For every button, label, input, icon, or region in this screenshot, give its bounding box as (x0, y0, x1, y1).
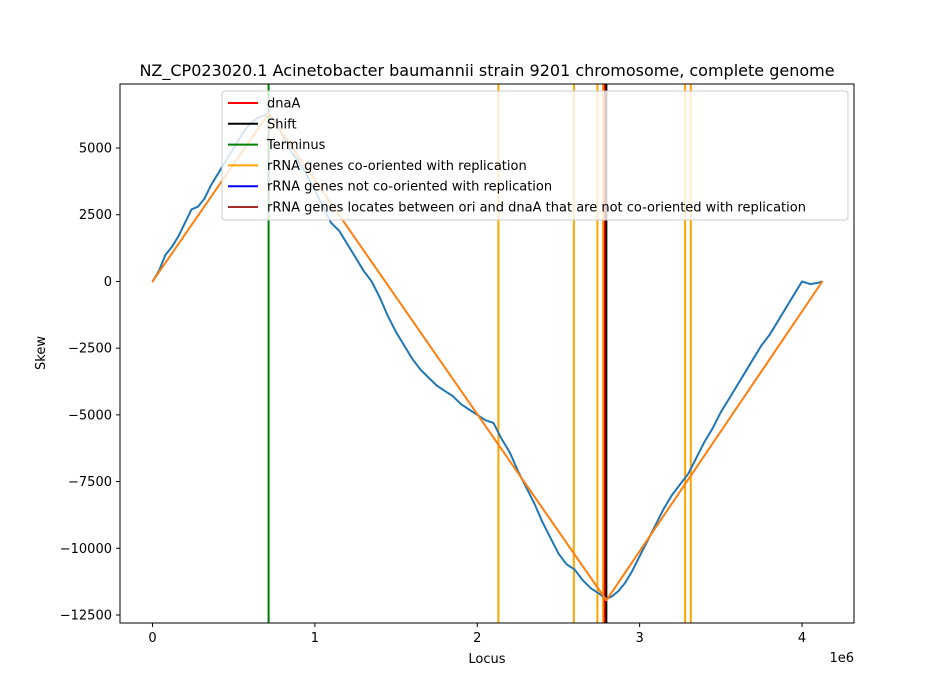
legend: dnaA Shift Terminus rRNA genes co-oriented … (221, 90, 849, 221)
y-tick-label-3: −2500 (68, 342, 112, 357)
data-point-s0-51 (533, 502, 535, 504)
data-point-s0-8 (203, 197, 206, 200)
data-point-s0-83 (785, 307, 787, 309)
data-point-s0-71 (687, 472, 690, 475)
data-point-s0-72 (695, 456, 698, 459)
data-point-s0-2 (164, 254, 167, 256)
y-tick-label-4: −5000 (68, 408, 112, 423)
data-point-s0-79 (752, 358, 755, 360)
legend-label-2: Terminus (266, 138, 326, 153)
data-point-s0-61 (611, 595, 613, 598)
data-point-s0-27 (338, 230, 341, 232)
data-point-s0-59 (598, 592, 600, 595)
data-point-s0-37 (419, 368, 422, 371)
data-point-s0-5 (184, 222, 186, 224)
y-axis: 5000 2500 0 −2500 −5000 −7500 −10000 −12500 (60, 142, 120, 623)
data-point-s0-47 (500, 438, 503, 440)
data-point-s0-68 (663, 507, 665, 510)
data-point-s0-70 (679, 483, 681, 486)
x-offset-label: 1e6 (829, 651, 854, 666)
legend-label-0: dnaA (267, 97, 300, 112)
data-point-s1-3 (821, 280, 824, 283)
legend-label-3: rRNA genes co-oriented with replication (267, 159, 527, 174)
y-tick-label-5: −7500 (68, 475, 112, 490)
data-point-s0-3 (171, 246, 173, 248)
legend-label-4: rRNA genes not co-oriented with replicat… (267, 180, 552, 195)
data-point-s0-40 (444, 390, 446, 392)
data-point-s0-48 (508, 451, 511, 454)
data-point-s0-84 (793, 294, 795, 296)
data-point-s0-78 (744, 371, 746, 374)
data-point-s0-31 (370, 280, 373, 283)
data-point-s0-39 (435, 384, 438, 387)
data-point-s0-58 (590, 587, 592, 590)
data-point-s0-81 (768, 334, 771, 336)
legend-label-5: rRNA genes locates between ori and dnaA … (267, 201, 806, 216)
data-point-s0-43 (468, 408, 470, 411)
data-point-s0-30 (362, 270, 365, 272)
data-point-s0-33 (387, 315, 389, 317)
data-point-s0-26 (330, 222, 332, 224)
y-tick-label-1: 2500 (79, 208, 112, 223)
data-point-s1-2 (605, 599, 608, 602)
data-point-s0-52 (541, 520, 543, 523)
data-point-s0-73 (703, 440, 706, 443)
data-point-s0-28 (346, 243, 349, 245)
legend-label-1: Shift (267, 117, 297, 132)
data-point-s0-36 (411, 358, 414, 360)
data-point-s0-54 (557, 552, 560, 555)
y-tick-label-0: 5000 (79, 142, 112, 157)
data-point-s0-74 (711, 427, 714, 430)
data-point-s0-55 (565, 563, 568, 566)
data-point-s0-86 (809, 283, 811, 285)
legend-box (221, 90, 849, 221)
data-point-s0-77 (736, 384, 738, 387)
x-tick-label-3: 3 (636, 631, 644, 646)
data-point-s0-41 (452, 395, 454, 398)
data-point-s0-53 (549, 536, 552, 539)
data-point-s0-38 (427, 376, 430, 379)
data-point-s0-42 (460, 403, 462, 406)
x-axis: 0 1 2 3 4 (148, 623, 806, 646)
plot-frame (119, 83, 855, 624)
data-point-s1-0 (151, 280, 154, 283)
data-point-s0-63 (624, 582, 626, 584)
x-tick-label-1: 1 (311, 631, 319, 646)
y-axis-label: Skew (34, 336, 49, 370)
data-point-s0-4 (177, 235, 180, 237)
x-tick-label-2: 2 (473, 631, 481, 646)
x-tick-label-4: 4 (798, 631, 806, 646)
data-point-s0-32 (379, 296, 381, 299)
y-tick-label-6: −10000 (60, 542, 112, 557)
data-point-s0-87 (817, 282, 820, 284)
data-point-s0-7 (197, 205, 199, 208)
data-point-s0-75 (720, 411, 722, 414)
data-point-s0-6 (190, 208, 193, 211)
series-line-1 (151, 112, 824, 602)
y-tick-label-2: 0 (104, 275, 112, 290)
data-point-s0-57 (582, 579, 584, 582)
data-point-s0-82 (776, 320, 779, 323)
data-point-s0-45 (484, 419, 487, 422)
data-point-s0-29 (354, 256, 357, 259)
x-axis-label: Locus (468, 652, 505, 667)
data-point-s0-69 (671, 494, 673, 496)
data-point-s0-56 (573, 568, 576, 571)
data-point-s0-9 (210, 184, 212, 187)
x-tick-label-0: 0 (148, 631, 156, 646)
data-point-s0-62 (617, 590, 620, 592)
data-point-s0-67 (655, 523, 657, 526)
y-tick-label-7: −12500 (60, 608, 112, 623)
data-point-s0-35 (403, 344, 406, 347)
data-point-s0-64 (630, 571, 633, 574)
data-point-s0-46 (492, 422, 495, 424)
data-point-s0-76 (728, 398, 730, 400)
data-point-s0-65 (638, 555, 641, 558)
data-point-s0-10 (216, 173, 219, 176)
data-point-s0-85 (801, 280, 803, 283)
data-point-s0-80 (760, 344, 763, 347)
data-point-s0-34 (395, 331, 397, 334)
chart-title: NZ_CP023020.1 Acinetobacter baumannii st… (139, 61, 834, 81)
